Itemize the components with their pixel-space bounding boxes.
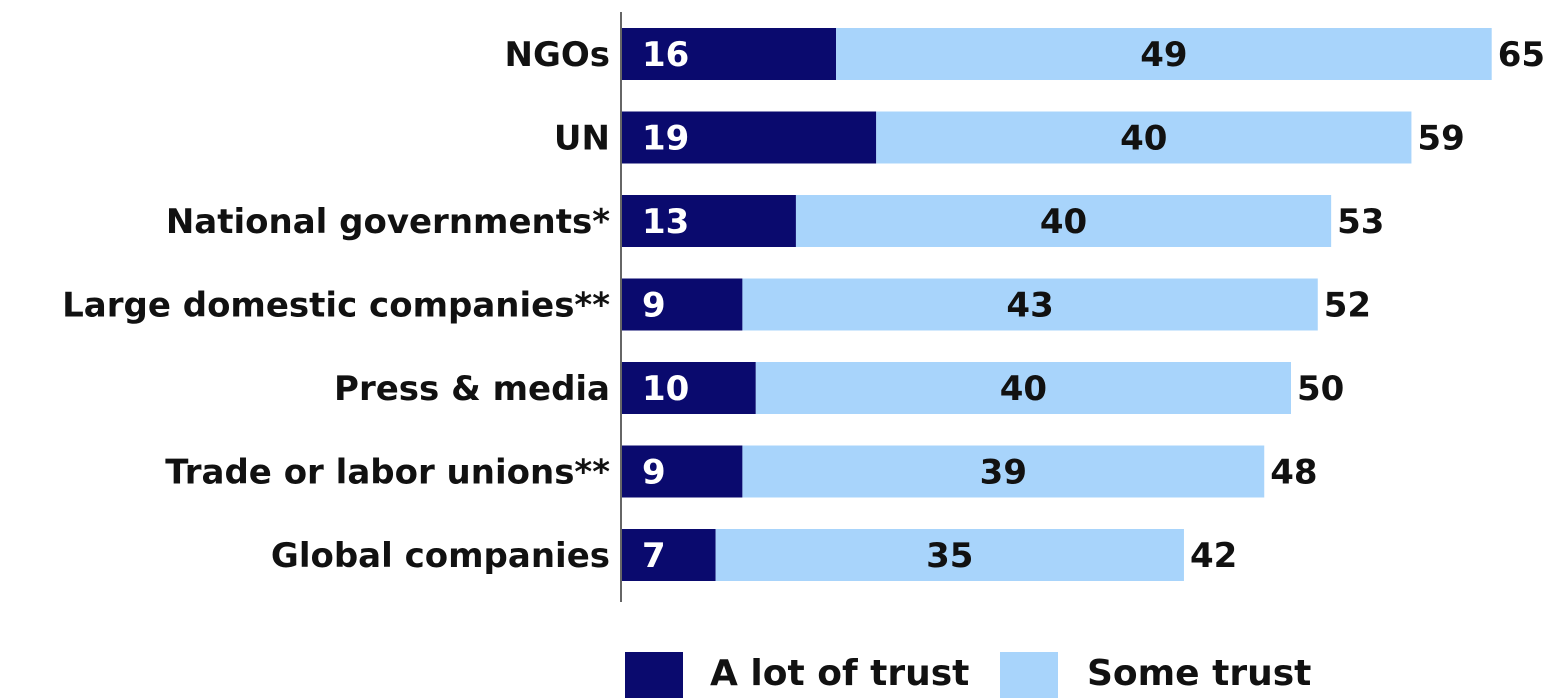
total-label: 59 — [1417, 119, 1464, 159]
value-label-some-trust: 39 — [980, 453, 1027, 493]
bar-a-lot-of-trust — [622, 362, 756, 414]
value-label-a-lot-of-trust: 19 — [642, 119, 689, 159]
value-label-a-lot-of-trust: 13 — [642, 202, 689, 242]
bar-a-lot-of-trust — [622, 278, 743, 331]
legend-a-lot-of-trust-swatch — [625, 652, 683, 698]
legend-some-trust-swatch — [1000, 652, 1058, 698]
total-label: 52 — [1324, 286, 1371, 326]
value-label-a-lot-of-trust: 9 — [642, 453, 666, 493]
category-label: NGOs — [504, 35, 610, 75]
total-label: 53 — [1337, 202, 1384, 242]
bar-a-lot-of-trust — [622, 529, 716, 581]
value-label-some-trust: 40 — [1000, 369, 1047, 409]
bar-a-lot-of-trust — [622, 445, 743, 498]
total-label: 50 — [1297, 369, 1344, 409]
value-label-some-trust: 43 — [1006, 286, 1053, 326]
value-label-a-lot-of-trust: 9 — [642, 286, 666, 326]
total-label: 42 — [1190, 536, 1237, 576]
bar-some-trust — [715, 529, 1184, 581]
bar-some-trust — [742, 445, 1265, 498]
total-label: 65 — [1498, 35, 1545, 75]
bar-some-trust — [876, 111, 1412, 164]
category-label: Press & media — [334, 369, 610, 409]
value-label-a-lot-of-trust: 10 — [642, 369, 689, 409]
value-label-a-lot-of-trust: 16 — [642, 35, 689, 75]
total-label: 48 — [1270, 453, 1317, 493]
bar-a-lot-of-trust — [622, 28, 837, 80]
category-label: UN — [554, 119, 610, 159]
bar-some-trust — [755, 362, 1291, 414]
category-label: National governments* — [166, 202, 610, 242]
bar-some-trust — [836, 28, 1492, 80]
labels-layer: NGOs 16 49 65 UN 19 40 59 National governments* 1… — [62, 35, 1545, 576]
value-label-some-trust: 49 — [1140, 35, 1187, 75]
bar-some-trust — [742, 278, 1318, 331]
value-label-a-lot-of-trust: 7 — [642, 536, 666, 576]
bar-a-lot-of-trust — [622, 195, 796, 247]
legend-some-trust-label: Some trust — [1087, 653, 1311, 694]
category-label: Global companies — [271, 536, 610, 576]
value-label-some-trust: 35 — [926, 536, 973, 576]
category-label: Large domestic companies** — [62, 286, 610, 326]
value-label-some-trust: 40 — [1040, 202, 1087, 242]
bars-layer — [622, 28, 1492, 581]
bar-a-lot-of-trust — [622, 111, 877, 164]
legend-a-lot-of-trust-label: A lot of trust — [710, 653, 969, 694]
value-label-some-trust: 40 — [1120, 119, 1167, 159]
legend: A lot of trust Some trust — [625, 652, 1311, 698]
category-label: Trade or labor unions** — [165, 453, 610, 493]
bar-some-trust — [795, 195, 1332, 247]
